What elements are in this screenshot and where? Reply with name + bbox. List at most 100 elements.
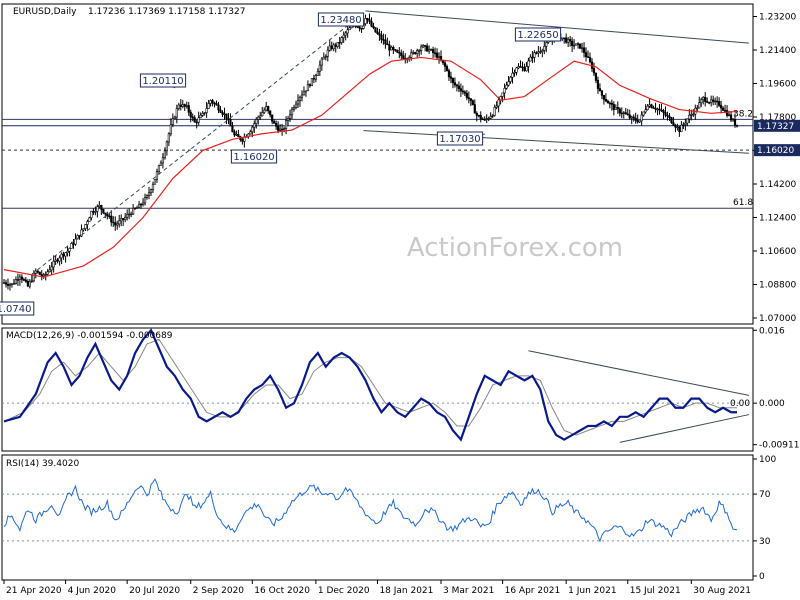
candle-body bbox=[215, 103, 218, 106]
watermark: ActionForex.com bbox=[407, 233, 623, 263]
candle-body bbox=[72, 243, 75, 245]
candle-body bbox=[265, 106, 268, 111]
candle-body bbox=[249, 131, 252, 135]
candle-body bbox=[469, 98, 472, 101]
candle-body bbox=[505, 84, 508, 89]
annotation-box bbox=[0, 301, 35, 316]
candle-body bbox=[16, 279, 20, 281]
price-tag-label: 1.17327 bbox=[757, 122, 794, 132]
candle-body bbox=[130, 213, 133, 216]
x-tick-label: 4 Jun 2020 bbox=[68, 586, 117, 596]
macd-y-tick-label: -0.009116 bbox=[759, 441, 800, 451]
candle-body bbox=[455, 84, 459, 87]
candle-body bbox=[630, 116, 633, 119]
candle-body bbox=[348, 27, 351, 31]
candle-body bbox=[62, 253, 65, 257]
candle-body bbox=[318, 64, 321, 72]
candle-body bbox=[316, 71, 319, 76]
price-y-tick-label: 1.19600 bbox=[759, 80, 796, 90]
candle-body bbox=[2, 282, 6, 284]
candle-body bbox=[644, 109, 647, 113]
x-tick-label: 20 Jul 2020 bbox=[129, 586, 180, 596]
candle-body bbox=[426, 45, 429, 52]
candle-body bbox=[517, 66, 520, 69]
candle-body bbox=[275, 123, 278, 127]
candle-body bbox=[181, 104, 184, 107]
candle-body bbox=[334, 44, 337, 47]
candle-body bbox=[710, 99, 713, 103]
candle-body bbox=[725, 110, 729, 116]
candle-body bbox=[632, 116, 635, 119]
candle-body bbox=[662, 110, 665, 113]
candle-body bbox=[128, 213, 131, 216]
candle-body bbox=[114, 222, 117, 226]
candle-body bbox=[501, 92, 504, 97]
candle-body bbox=[269, 110, 272, 116]
candle-body bbox=[537, 51, 540, 54]
candle-body bbox=[68, 248, 71, 252]
candle-body bbox=[680, 124, 683, 133]
candle-body bbox=[312, 78, 315, 80]
candle-body bbox=[535, 52, 538, 54]
candle-body bbox=[126, 214, 129, 218]
candle-body bbox=[183, 104, 186, 107]
candle-body bbox=[435, 52, 439, 58]
annotation-label: 1.23480 bbox=[320, 15, 361, 26]
candle-body bbox=[652, 107, 655, 109]
candle-body bbox=[614, 107, 617, 110]
candle-body bbox=[576, 43, 580, 45]
candle-body bbox=[503, 87, 506, 94]
price-tag: 1.17327 bbox=[754, 119, 800, 132]
candle-body bbox=[529, 56, 532, 62]
candle-body bbox=[279, 128, 282, 131]
candle-body bbox=[227, 118, 230, 120]
candle-body bbox=[219, 109, 222, 113]
candle-body bbox=[712, 99, 715, 102]
candle-body bbox=[296, 100, 300, 105]
candle-body bbox=[449, 76, 453, 79]
candle-body bbox=[203, 112, 206, 114]
candle-body bbox=[443, 62, 447, 67]
candle-body bbox=[402, 55, 405, 59]
candle-body bbox=[300, 94, 304, 98]
candle-body bbox=[620, 112, 623, 115]
candle-body bbox=[574, 43, 578, 46]
candle-body bbox=[139, 203, 143, 206]
candle-body bbox=[358, 26, 361, 29]
x-tick-label: 3 Mar 2021 bbox=[443, 586, 494, 596]
candle-body bbox=[718, 101, 721, 106]
candle-body bbox=[602, 95, 606, 100]
candle-body bbox=[396, 50, 399, 53]
candle-body bbox=[66, 250, 69, 253]
candle-body bbox=[481, 118, 484, 121]
rsi-y-tick-label: 30 bbox=[759, 537, 771, 547]
candle-body bbox=[485, 118, 488, 120]
candle-body bbox=[640, 114, 643, 122]
rsi-panel bbox=[2, 478, 753, 543]
candle-body bbox=[674, 124, 677, 128]
candle-body bbox=[292, 107, 296, 110]
x-tick-label: 1 Jun 2021 bbox=[568, 586, 616, 596]
candle-body bbox=[44, 273, 47, 276]
candle-body bbox=[521, 66, 524, 69]
candle-body bbox=[116, 223, 119, 226]
candle-body bbox=[6, 283, 10, 286]
candle-body bbox=[92, 211, 95, 213]
candle-body bbox=[586, 56, 590, 58]
candle-body bbox=[302, 91, 306, 96]
candle-body bbox=[155, 171, 159, 180]
candle-body bbox=[52, 261, 55, 268]
candle-body bbox=[594, 72, 598, 81]
candle-body bbox=[372, 25, 375, 28]
candle-body bbox=[149, 189, 153, 194]
candle-body bbox=[28, 281, 31, 287]
candle-body bbox=[18, 276, 21, 280]
candle-body bbox=[173, 116, 176, 119]
candle-body bbox=[94, 211, 97, 213]
candle-body bbox=[483, 119, 486, 121]
candle-body bbox=[475, 112, 478, 116]
candle-body bbox=[320, 58, 323, 66]
macd-panel: 0.00 bbox=[2, 328, 753, 443]
candle-body bbox=[143, 197, 147, 204]
candle-body bbox=[54, 259, 57, 262]
